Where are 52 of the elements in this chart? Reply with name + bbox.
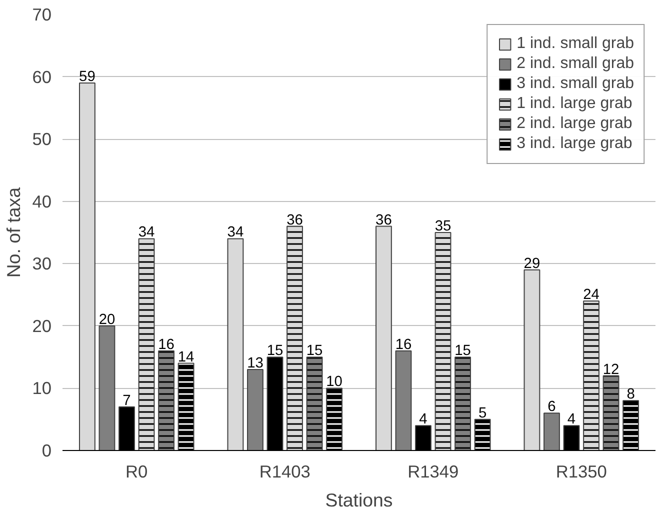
data-label: 24: [583, 287, 600, 304]
data-label: 10: [326, 374, 342, 390]
data-label: 8: [626, 386, 635, 403]
y-tick-label: 10: [32, 378, 52, 398]
bar: [524, 269, 540, 450]
bar: [98, 325, 116, 450]
data-label: 12: [602, 362, 620, 378]
data-label: 14: [178, 349, 194, 366]
bar: [227, 238, 244, 450]
x-tick-label: R1349: [408, 462, 459, 482]
data-label: 13: [247, 356, 264, 372]
x-axis-title: Stations: [325, 490, 393, 510]
legend-label: 3 ind. small grab: [516, 75, 634, 93]
data-label: 15: [454, 343, 471, 360]
bar: [79, 82, 96, 450]
y-tick-label: 60: [32, 66, 52, 87]
bar: [376, 226, 392, 450]
y-tick-label: 20: [32, 316, 52, 336]
x-tick-label: R1350: [556, 462, 607, 482]
x-tick-label: R0: [126, 462, 148, 482]
data-label: 6: [548, 399, 556, 416]
data-label: 29: [524, 256, 540, 272]
data-label: 36: [376, 212, 392, 228]
y-tick-label: 0: [42, 440, 52, 460]
data-label: 16: [158, 336, 174, 353]
data-label: 35: [434, 218, 452, 234]
legend-label: 1 ind. large grab: [516, 95, 632, 113]
data-label: 7: [122, 392, 131, 409]
legend-label: 2 ind. large grab: [516, 115, 632, 133]
data-label: 15: [266, 343, 284, 360]
data-label: 34: [227, 224, 244, 241]
data-label: 59: [79, 69, 96, 86]
data-label: 34: [138, 224, 155, 241]
data-label: 5: [478, 405, 487, 422]
data-label: 36: [286, 212, 303, 228]
y-tick-label: 50: [32, 129, 52, 150]
bar: [247, 369, 264, 450]
data-label: 16: [395, 336, 412, 353]
bar: [395, 350, 412, 450]
y-tick-label: 30: [32, 254, 52, 274]
legend-label: 1 ind. small grab: [516, 35, 634, 53]
data-label: 4: [419, 412, 428, 428]
legend-label: 3 ind. large grab: [516, 135, 632, 153]
x-tick-label: R1403: [259, 462, 310, 482]
y-tick-label: 70: [32, 4, 52, 24]
data-label: 4: [567, 412, 576, 428]
legend-label: 2 ind. small grab: [516, 55, 634, 73]
data-label: 15: [306, 343, 323, 360]
y-axis-title: No. of taxa: [3, 186, 24, 278]
data-label: 20: [98, 312, 116, 328]
bar: [544, 412, 560, 450]
y-tick-label: 40: [32, 191, 52, 212]
